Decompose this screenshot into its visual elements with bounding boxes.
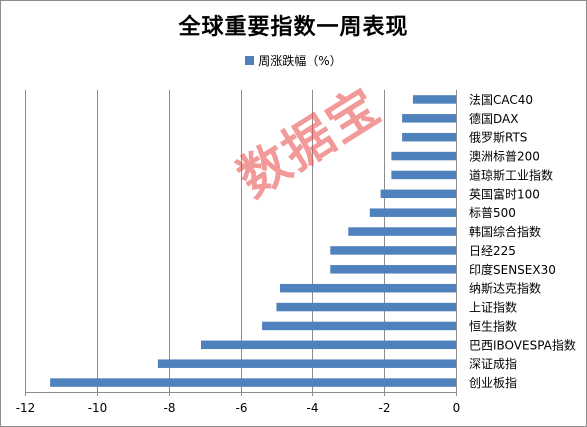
category-label: 标普500 [469,206,516,220]
category-label: 韩国综合指数 [469,224,541,239]
category-label: 日经225 [469,244,516,258]
category-label: 印度SENSEX30 [469,262,556,277]
category-label: 英国富时100 [469,186,540,201]
bar [200,340,456,350]
category-label: 巴西IBOVESPA指数 [469,337,576,352]
category-label: 德国DAX [469,111,518,126]
bar [348,227,456,236]
bar [402,114,456,123]
x-tick-label: -4 [307,401,319,415]
bar [280,283,456,293]
bar [391,170,456,180]
category-label: 创业板指 [469,375,517,390]
x-axis: -12 -10 -8 -6 -4 -2 0 [16,392,461,415]
x-tick-label: -8 [164,401,176,415]
bar [276,302,456,312]
bar [330,265,456,274]
bar [402,132,456,142]
x-tick-label: -10 [88,401,108,415]
chart-title: 全球重要指数一周表现 [178,14,409,40]
category-label: 纳斯达克指数 [469,281,541,296]
category-label: 澳洲标普200 [469,150,540,164]
legend-label: 周涨跌幅（%） [258,54,342,68]
category-label: 上证指数 [469,300,517,315]
category-label: 俄罗斯RTS [469,131,527,145]
category-label: 法国CAC40 [469,93,533,107]
x-tick-label: -2 [379,401,391,415]
legend: 周涨跌幅（%） [0,52,587,69]
bar [330,246,456,255]
bar [391,151,456,161]
bar [380,189,456,199]
bars [50,95,457,387]
bar [157,359,456,368]
legend-swatch [245,56,255,65]
bar [369,208,456,217]
bar [50,378,457,387]
category-label: 深证成指 [469,356,517,371]
x-tick-label: -6 [236,401,248,415]
bar [262,321,456,331]
category-label: 道琼斯工业指数 [469,167,553,182]
bar [412,95,456,104]
x-tick-label: 0 [453,401,461,415]
category-label: 恒生指数 [469,318,517,333]
x-tick-label: -12 [16,401,36,415]
